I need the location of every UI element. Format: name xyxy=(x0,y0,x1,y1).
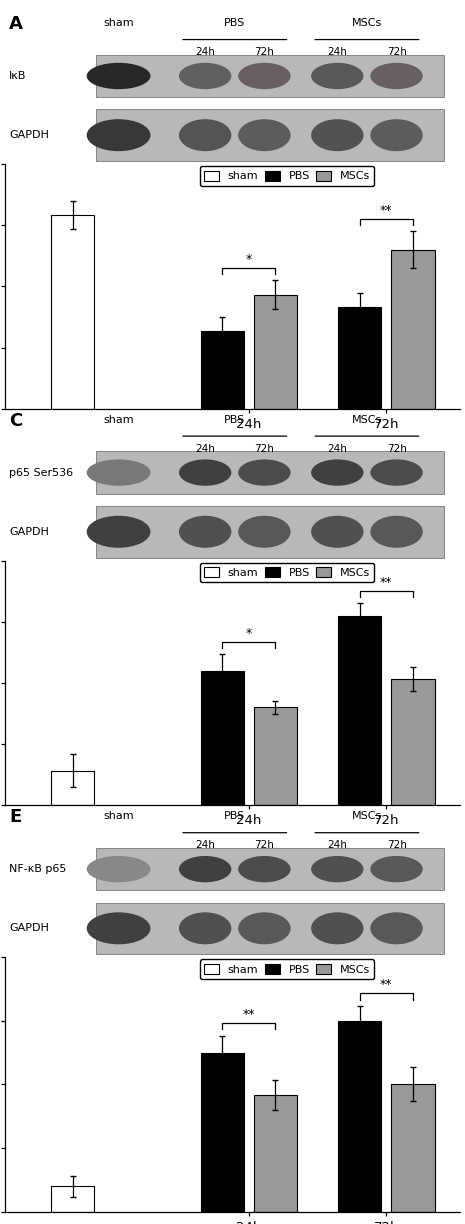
Text: NF-κB p65: NF-κB p65 xyxy=(9,864,66,874)
Text: sham: sham xyxy=(103,812,134,821)
Text: *: * xyxy=(246,253,252,266)
Text: GAPDH: GAPDH xyxy=(9,130,49,141)
Bar xyxy=(338,307,381,409)
Text: p65 Ser536: p65 Ser536 xyxy=(9,468,73,477)
Text: 72h: 72h xyxy=(254,444,274,454)
Bar xyxy=(391,679,434,805)
FancyBboxPatch shape xyxy=(96,506,445,558)
Ellipse shape xyxy=(311,912,364,945)
Ellipse shape xyxy=(370,62,423,89)
Text: PBS: PBS xyxy=(224,415,246,425)
Bar xyxy=(51,1186,94,1212)
Text: 72h: 72h xyxy=(386,841,406,851)
FancyBboxPatch shape xyxy=(96,902,445,955)
Ellipse shape xyxy=(370,459,423,486)
Legend: sham, PBS, MSCs: sham, PBS, MSCs xyxy=(200,166,374,186)
Text: sham: sham xyxy=(103,18,134,28)
FancyBboxPatch shape xyxy=(96,109,445,162)
Text: **: ** xyxy=(380,978,392,991)
Ellipse shape xyxy=(311,856,364,883)
Bar xyxy=(391,1084,434,1212)
Bar xyxy=(200,671,244,805)
Text: C: C xyxy=(9,411,22,430)
Text: GAPDH: GAPDH xyxy=(9,526,49,537)
Ellipse shape xyxy=(179,62,232,89)
Text: 24h: 24h xyxy=(327,841,347,851)
Text: A: A xyxy=(9,15,23,33)
Text: 72h: 72h xyxy=(254,841,274,851)
Ellipse shape xyxy=(179,119,232,152)
Ellipse shape xyxy=(238,856,291,883)
Ellipse shape xyxy=(179,459,232,486)
Text: 72h: 72h xyxy=(386,444,406,454)
Bar xyxy=(391,250,434,409)
Ellipse shape xyxy=(311,459,364,486)
Ellipse shape xyxy=(86,515,151,548)
Text: GAPDH: GAPDH xyxy=(9,923,49,934)
Ellipse shape xyxy=(238,515,291,548)
Bar xyxy=(253,1095,297,1212)
Ellipse shape xyxy=(370,856,423,883)
Text: IκB: IκB xyxy=(9,71,27,81)
Ellipse shape xyxy=(370,515,423,548)
Ellipse shape xyxy=(311,62,364,89)
Text: **: ** xyxy=(380,204,392,217)
Ellipse shape xyxy=(311,119,364,152)
Text: 24h: 24h xyxy=(327,48,347,58)
Ellipse shape xyxy=(238,459,291,486)
Ellipse shape xyxy=(179,912,232,945)
Ellipse shape xyxy=(370,119,423,152)
Text: **: ** xyxy=(380,577,392,589)
Bar xyxy=(253,295,297,409)
Bar xyxy=(51,215,94,409)
Bar xyxy=(338,616,381,805)
Text: 24h: 24h xyxy=(195,444,215,454)
FancyBboxPatch shape xyxy=(96,452,445,493)
Text: 72h: 72h xyxy=(254,48,274,58)
Text: 72h: 72h xyxy=(386,48,406,58)
Bar xyxy=(200,1053,244,1212)
Ellipse shape xyxy=(179,856,232,883)
Text: PBS: PBS xyxy=(224,812,246,821)
Ellipse shape xyxy=(86,856,151,883)
Ellipse shape xyxy=(179,515,232,548)
Text: MSCs: MSCs xyxy=(352,415,382,425)
Legend: sham, PBS, MSCs: sham, PBS, MSCs xyxy=(200,563,374,583)
Bar xyxy=(338,1021,381,1212)
Legend: sham, PBS, MSCs: sham, PBS, MSCs xyxy=(200,960,374,979)
Text: sham: sham xyxy=(103,415,134,425)
Ellipse shape xyxy=(238,912,291,945)
Bar xyxy=(253,707,297,805)
Text: *: * xyxy=(246,627,252,640)
Text: 24h: 24h xyxy=(195,48,215,58)
Text: 24h: 24h xyxy=(327,444,347,454)
Bar xyxy=(51,771,94,805)
FancyBboxPatch shape xyxy=(96,848,445,890)
FancyBboxPatch shape xyxy=(96,55,445,97)
Ellipse shape xyxy=(86,912,151,945)
Text: MSCs: MSCs xyxy=(352,18,382,28)
Text: 24h: 24h xyxy=(195,841,215,851)
Ellipse shape xyxy=(86,62,151,89)
Bar xyxy=(200,332,244,409)
Ellipse shape xyxy=(311,515,364,548)
Ellipse shape xyxy=(238,119,291,152)
Text: **: ** xyxy=(243,1007,255,1021)
Text: MSCs: MSCs xyxy=(352,812,382,821)
Ellipse shape xyxy=(370,912,423,945)
Ellipse shape xyxy=(86,459,151,486)
Text: PBS: PBS xyxy=(224,18,246,28)
Text: E: E xyxy=(9,808,21,826)
Ellipse shape xyxy=(86,119,151,152)
Ellipse shape xyxy=(238,62,291,89)
